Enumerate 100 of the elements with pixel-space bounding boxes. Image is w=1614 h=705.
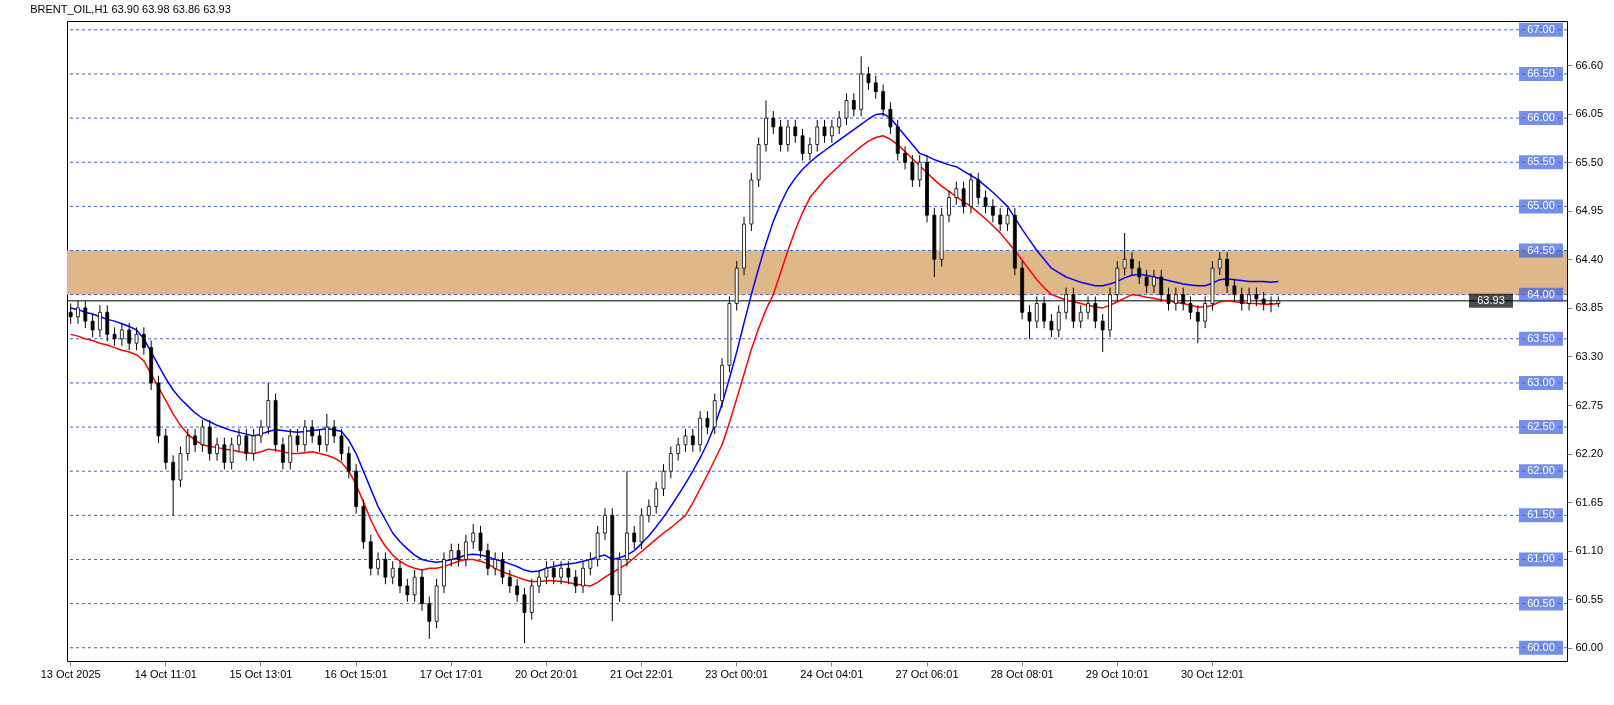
candlestick: [544, 560, 549, 585]
candlestick: [185, 428, 190, 462]
candlestick: [493, 551, 498, 576]
candlestick: [793, 119, 798, 144]
x-tick-label: 24 Oct 04:01: [800, 667, 864, 680]
candlestick: [910, 154, 915, 188]
candlestick: [339, 428, 344, 462]
candlestick: [222, 437, 227, 470]
ref-line-label: 60.50: [1527, 596, 1555, 609]
candlestick: [800, 128, 805, 161]
candlestick: [1100, 313, 1105, 353]
x-tick-label: 29 Oct 10:01: [1085, 667, 1149, 680]
candlestick: [515, 578, 520, 603]
candlestick: [661, 463, 666, 497]
candlestick: [668, 445, 673, 479]
y-tick-label: 64.95: [1575, 204, 1604, 217]
ref-line-label: 63.93: [1477, 293, 1505, 306]
y-tick-label: 61.65: [1575, 495, 1604, 508]
candlestick: [1027, 304, 1032, 340]
x-tick-label: 27 Oct 06:01: [895, 667, 959, 680]
ref-line-label: 66.00: [1527, 111, 1555, 124]
candlestick: [778, 119, 783, 153]
candlestick: [1152, 269, 1156, 294]
candlestick: [346, 445, 351, 479]
candlestick: [866, 66, 871, 91]
x-tick-label: 30 Oct 12:01: [1180, 667, 1244, 680]
candlestick: [851, 92, 856, 117]
candlestick: [324, 413, 329, 453]
candlestick: [405, 578, 410, 603]
candlestick: [1005, 207, 1010, 232]
candlestick: [112, 326, 117, 347]
candlestick: [229, 437, 234, 470]
candlestick: [947, 189, 951, 223]
ref-line-label: 66.50: [1527, 66, 1555, 79]
chart-title: BRENT_OIL,H1 63.90 63.98 63.86 63.93: [30, 3, 231, 15]
candlestick: [1144, 269, 1149, 294]
candlestick: [1137, 260, 1142, 285]
candlestick: [485, 543, 490, 576]
ref-line-label: 62.50: [1527, 420, 1555, 433]
x-tick-label: 20 Oct 20:01: [514, 667, 578, 680]
ref-line-label: 61.00: [1527, 552, 1555, 565]
candlestick: [507, 569, 512, 594]
candlestick: [295, 428, 300, 453]
ref-line-label: 62.00: [1527, 464, 1555, 477]
candlestick: [215, 437, 219, 462]
y-tick-label: 64.40: [1575, 252, 1604, 265]
candlestick: [427, 596, 432, 640]
candlestick: [873, 75, 878, 100]
candlestick: [822, 119, 827, 144]
ref-line-label: 63.50: [1527, 331, 1555, 344]
candlestick: [581, 560, 585, 594]
y-tick-label: 65.50: [1575, 155, 1604, 168]
candlestick: [171, 454, 176, 516]
candlestick: [1049, 313, 1054, 338]
candlestick: [559, 560, 563, 585]
candlestick: [398, 560, 402, 594]
candlestick: [1122, 232, 1127, 276]
candlestick: [998, 207, 1003, 232]
ref-line-label: 60.00: [1527, 640, 1555, 653]
candlestick: [815, 119, 820, 153]
candlestick: [332, 419, 337, 444]
x-tick-label: 21 Oct 22:01: [610, 667, 674, 680]
y-tick-label: 63.85: [1575, 301, 1604, 314]
candlestick: [888, 101, 893, 135]
candlestick: [310, 419, 315, 444]
candlestick: [786, 119, 790, 153]
candlestick: [837, 110, 842, 135]
candlestick: [464, 534, 468, 568]
candlestick: [646, 498, 651, 523]
candlestick: [412, 569, 417, 603]
ref-line-label: 65.50: [1527, 155, 1555, 168]
candlestick: [573, 569, 578, 594]
candlestick: [90, 313, 95, 338]
candlestick: [127, 322, 132, 351]
x-tick-label: 17 Oct 17:01: [419, 667, 483, 680]
candlestick: [903, 145, 907, 170]
candlestick: [193, 428, 197, 453]
candlestick: [976, 172, 981, 206]
candlestick: [808, 137, 812, 161]
candlestick: [588, 551, 593, 576]
candlestick: [990, 198, 995, 223]
candlestick: [478, 525, 483, 559]
candlestick: [551, 560, 556, 585]
candlestick: [881, 84, 885, 117]
x-tick-label: 28 Oct 08:01: [990, 667, 1054, 680]
candlestick: [683, 428, 688, 453]
y-tick-label: 66.05: [1575, 107, 1604, 120]
candlestick: [119, 322, 124, 347]
candlestick: [1217, 251, 1222, 276]
candlestick: [449, 543, 454, 568]
x-tick-label: 14 Oct 11:01: [134, 667, 197, 680]
x-tick-label: 15 Oct 13:01: [229, 667, 293, 680]
candlestick: [105, 304, 110, 342]
candlestick: [961, 181, 966, 214]
candlestick: [603, 507, 607, 541]
candlestick: [302, 419, 307, 453]
candlestick: [251, 428, 256, 462]
candlestick: [632, 525, 637, 550]
candlestick: [522, 587, 527, 644]
candlestick: [654, 481, 659, 515]
